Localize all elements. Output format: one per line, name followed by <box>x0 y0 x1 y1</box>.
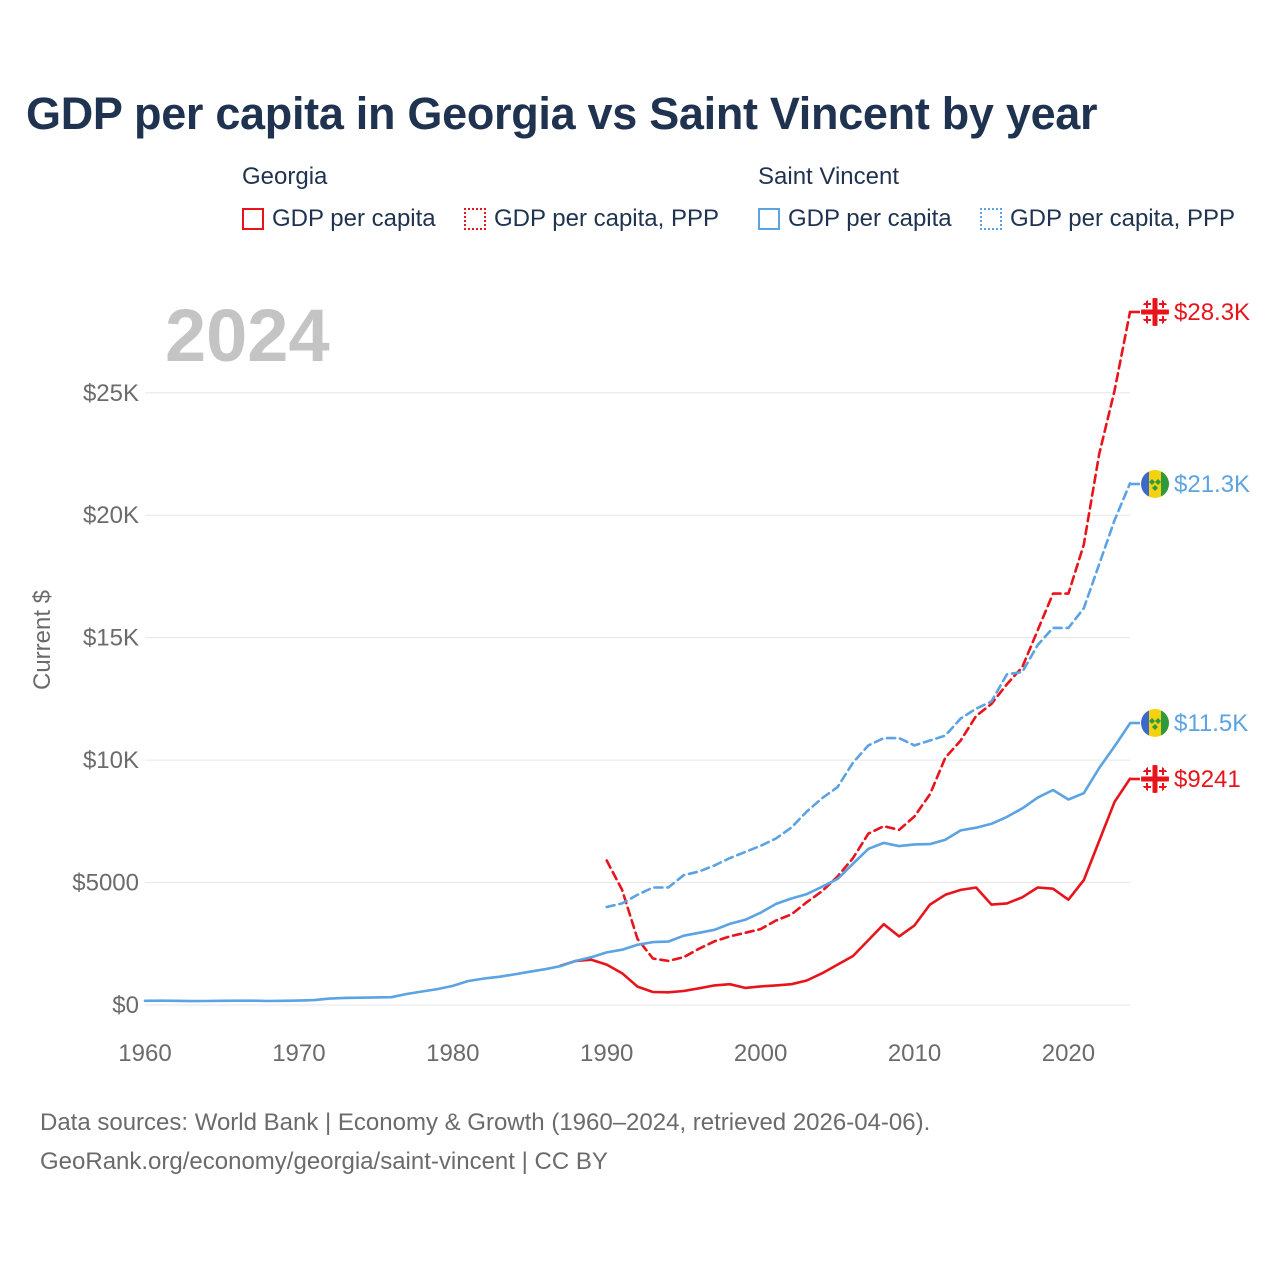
end-value-label: $11.5K <box>1174 710 1248 737</box>
x-tick-label: 1990 <box>580 1040 633 1067</box>
y-tick-label: $25K <box>83 380 139 407</box>
georgia-flag-icon <box>1141 298 1169 326</box>
legend-item-georgia-gdp-ppp[interactable]: GDP per capita, PPP <box>464 204 719 234</box>
legend-group-saint-vincent: Saint Vincent <box>758 163 899 190</box>
y-tick-label: $10K <box>83 747 139 774</box>
saint-vincent-flag-icon <box>1141 709 1169 737</box>
legend-label: GDP per capita <box>272 205 436 232</box>
legend-item-georgia-gdp[interactable]: GDP per capita <box>242 204 436 234</box>
x-tick-label: 2010 <box>888 1040 941 1067</box>
y-tick-label: $0 <box>112 992 139 1019</box>
x-tick-label: 1960 <box>118 1040 171 1067</box>
y-tick-label: $15K <box>83 625 139 652</box>
legend-swatch-solid-red <box>242 208 264 230</box>
end-value-label: $21.3K <box>1174 471 1250 498</box>
legend-label: GDP per capita <box>788 205 952 232</box>
legend-group-georgia: Georgia <box>242 163 328 190</box>
legend-label: GDP per capita, PPP <box>1010 205 1235 232</box>
series-line-saint-vincent-gdp-per-capita[interactable] <box>143 722 1132 1003</box>
y-tick-label: $5000 <box>72 870 139 897</box>
series-line-georgia-gdp-per-capita[interactable] <box>559 777 1132 994</box>
x-tick-label: 2020 <box>1042 1040 1095 1067</box>
legend-swatch-solid-blue <box>758 208 780 230</box>
georgia-flag-icon <box>1141 765 1169 793</box>
legend-label: GDP per capita, PPP <box>494 205 719 232</box>
footer-url: GeoRank.org/economy/georgia/saint-vincen… <box>40 1148 608 1175</box>
series-line-georgia-gdp-per-capita-ppp[interactable] <box>605 310 1132 963</box>
year-watermark: 2024 <box>165 294 330 377</box>
footer-sources: Data sources: World Bank | Economy & Gro… <box>40 1109 931 1136</box>
chart-title: GDP per capita in Georgia vs Saint Vince… <box>26 88 1098 139</box>
y-tick-label: $20K <box>83 502 139 529</box>
series-line-saint-vincent-gdp-per-capita-ppp[interactable] <box>605 482 1132 909</box>
end-value-label: $28.3K <box>1174 299 1250 326</box>
x-tick-label: 1980 <box>426 1040 479 1067</box>
y-axis-title: Current $ <box>29 590 56 690</box>
legend-swatch-dotted-blue <box>980 208 1002 230</box>
x-tick-label: 2000 <box>734 1040 787 1067</box>
legend-item-saint-vincent-gdp[interactable]: GDP per capita <box>758 204 952 234</box>
legend-swatch-dotted-red <box>464 208 486 230</box>
legend-item-saint-vincent-gdp-ppp[interactable]: GDP per capita, PPP <box>980 204 1235 234</box>
end-value-label: $9241 <box>1174 766 1241 793</box>
saint-vincent-flag-icon <box>1141 470 1169 498</box>
x-tick-label: 1970 <box>272 1040 325 1067</box>
